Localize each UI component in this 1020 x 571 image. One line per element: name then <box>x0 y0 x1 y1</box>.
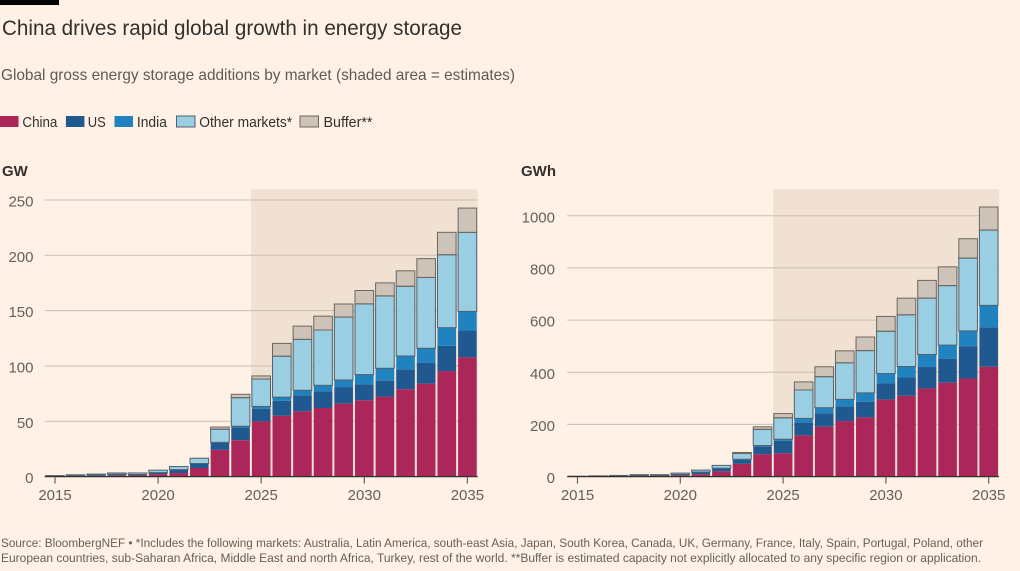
svg-text:GW: GW <box>2 163 29 180</box>
svg-text:Buffer**: Buffer** <box>324 114 373 131</box>
svg-text:Source: BloombergNEF • *Includ: Source: BloombergNEF • *Includes the fol… <box>1 536 983 550</box>
svg-text:US: US <box>88 114 106 131</box>
svg-text:2020: 2020 <box>664 487 697 504</box>
svg-text:GWh: GWh <box>521 163 556 180</box>
svg-text:2030: 2030 <box>869 487 902 504</box>
svg-text:50: 50 <box>17 415 34 432</box>
svg-text:0: 0 <box>547 470 555 487</box>
svg-text:800: 800 <box>530 262 555 279</box>
svg-text:1000: 1000 <box>522 209 555 226</box>
svg-text:400: 400 <box>530 366 555 383</box>
svg-text:100: 100 <box>8 360 33 377</box>
svg-text:2015: 2015 <box>38 487 71 504</box>
svg-text:200: 200 <box>530 418 555 435</box>
svg-text:250: 250 <box>8 194 33 211</box>
svg-text:2025: 2025 <box>766 487 799 504</box>
svg-text:European countries, sub-Sahara: European countries, sub-Saharan Africa, … <box>1 551 981 565</box>
svg-text:2015: 2015 <box>561 487 594 504</box>
svg-text:China: China <box>22 114 58 131</box>
svg-text:200: 200 <box>8 249 33 266</box>
svg-text:2025: 2025 <box>245 487 278 504</box>
svg-text:Other markets*: Other markets* <box>199 114 292 131</box>
svg-text:2020: 2020 <box>141 487 174 504</box>
svg-text:2030: 2030 <box>348 487 381 504</box>
svg-text:150: 150 <box>8 304 33 321</box>
svg-text:China drives rapid global grow: China drives rapid global growth in ener… <box>2 16 462 40</box>
svg-text:Global gross energy storage ad: Global gross energy storage additions by… <box>1 67 515 84</box>
svg-text:2035: 2035 <box>972 487 1005 504</box>
svg-text:2035: 2035 <box>451 487 484 504</box>
svg-text:India: India <box>137 114 168 131</box>
svg-text:600: 600 <box>530 314 555 331</box>
svg-text:0: 0 <box>25 470 33 487</box>
